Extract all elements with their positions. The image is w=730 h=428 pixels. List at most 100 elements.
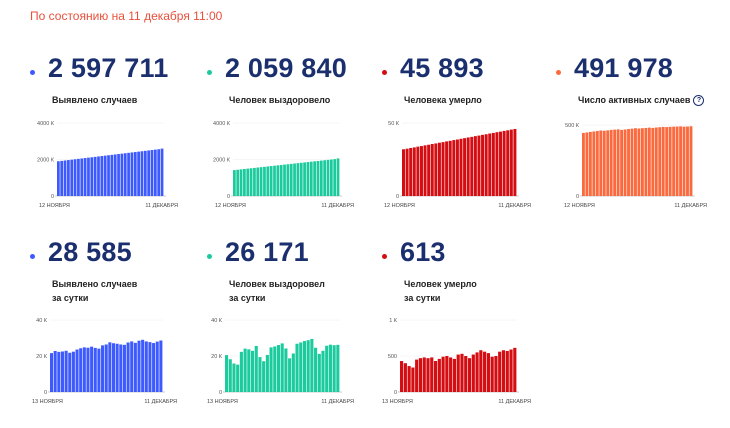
bar: [232, 363, 236, 392]
bar: [306, 340, 310, 392]
as-of-date: По состоянию на 11 декабря 11:00: [30, 9, 223, 23]
bar: [405, 148, 409, 196]
bar: [299, 162, 303, 196]
y-tick-label: 1 К: [389, 318, 398, 324]
bar: [402, 149, 405, 196]
bar: [627, 129, 630, 196]
bar: [460, 353, 464, 392]
y-tick-label: 2000 К: [37, 158, 55, 164]
x-tick-label-start: 12 НОЯБРЯ: [564, 203, 595, 209]
y-tick-label: 500: [388, 354, 397, 360]
y-tick-label: 40 К: [211, 318, 223, 324]
stat-label: Человек умерло за сутки: [404, 279, 477, 303]
bar: [501, 350, 506, 392]
bar: [80, 158, 84, 196]
bar: [309, 161, 313, 196]
bar: [427, 144, 431, 196]
bar: [647, 127, 651, 196]
bar: [499, 131, 503, 196]
bar: [475, 352, 479, 392]
bar: [464, 356, 468, 392]
bar: [147, 150, 151, 196]
bar: [459, 138, 463, 196]
bar: [60, 160, 64, 196]
y-tick-label: 0: [394, 390, 397, 396]
bar: [400, 361, 404, 392]
bar: [253, 167, 256, 196]
x-tick-label-end: 11 ДЕКАБРЯ: [674, 203, 707, 209]
bar: [97, 156, 100, 196]
stat-value: 26 171: [225, 237, 309, 267]
bar: [513, 128, 517, 196]
bar: [133, 152, 137, 196]
bar: [333, 159, 337, 196]
bar: [239, 351, 243, 392]
bar: [449, 357, 453, 392]
bar: [152, 343, 156, 392]
bar: [336, 158, 340, 196]
bar: [423, 145, 427, 196]
bar: [60, 351, 64, 392]
x-tick-label-end: 11 ДЕКАБРЯ: [145, 203, 178, 209]
bar: [122, 344, 126, 392]
help-icon[interactable]: ?: [693, 95, 705, 106]
bar: [620, 129, 624, 196]
bar: [71, 351, 75, 392]
bar: [73, 159, 77, 196]
bar: [441, 356, 445, 392]
bar: [126, 342, 130, 392]
bar: [279, 164, 283, 196]
bar: [120, 153, 124, 196]
bar: [57, 161, 60, 196]
bar: [127, 152, 130, 196]
bar: [86, 347, 90, 392]
bar: [159, 340, 163, 392]
bar: [609, 129, 613, 196]
bar: [409, 147, 413, 196]
bar: [314, 347, 318, 392]
x-tick-label-start: 13 НОЯБРЯ: [382, 399, 413, 405]
bar: [262, 361, 266, 392]
bar: [233, 170, 236, 196]
bar: [273, 165, 276, 196]
bar: [302, 341, 307, 392]
bar: [299, 342, 303, 392]
bar: [481, 134, 485, 196]
bar: [93, 347, 97, 392]
bar: [115, 343, 119, 392]
bar: [473, 136, 477, 196]
bar: [140, 151, 144, 196]
bar: [336, 344, 340, 392]
bar: [310, 338, 314, 392]
bar: [613, 129, 617, 196]
bar: [100, 156, 104, 196]
bar: [141, 339, 145, 392]
bar: [107, 155, 110, 196]
bar: [153, 149, 157, 196]
bar: [313, 161, 316, 196]
bar: [455, 139, 459, 196]
bar: [273, 346, 277, 392]
bar: [437, 142, 441, 196]
bar: [328, 344, 332, 392]
x-tick-label-end: 11 ДЕКАБРЯ: [498, 399, 531, 405]
bar: [306, 162, 310, 196]
stat-label: Выявлено случаев: [52, 95, 138, 105]
stat-value: 45 893: [400, 53, 484, 83]
x-tick-label-start: 13 НОЯБРЯ: [207, 399, 238, 405]
bar: [433, 361, 438, 392]
bar: [317, 353, 321, 392]
y-tick-label: 4000 К: [37, 121, 55, 127]
bar: [280, 343, 284, 392]
bar: [70, 159, 74, 196]
bar: [403, 363, 407, 392]
bar: [588, 131, 592, 196]
bar: [654, 127, 658, 196]
bar: [104, 344, 108, 392]
bar: [293, 163, 296, 196]
bar: [236, 364, 240, 392]
bar: [143, 150, 147, 196]
